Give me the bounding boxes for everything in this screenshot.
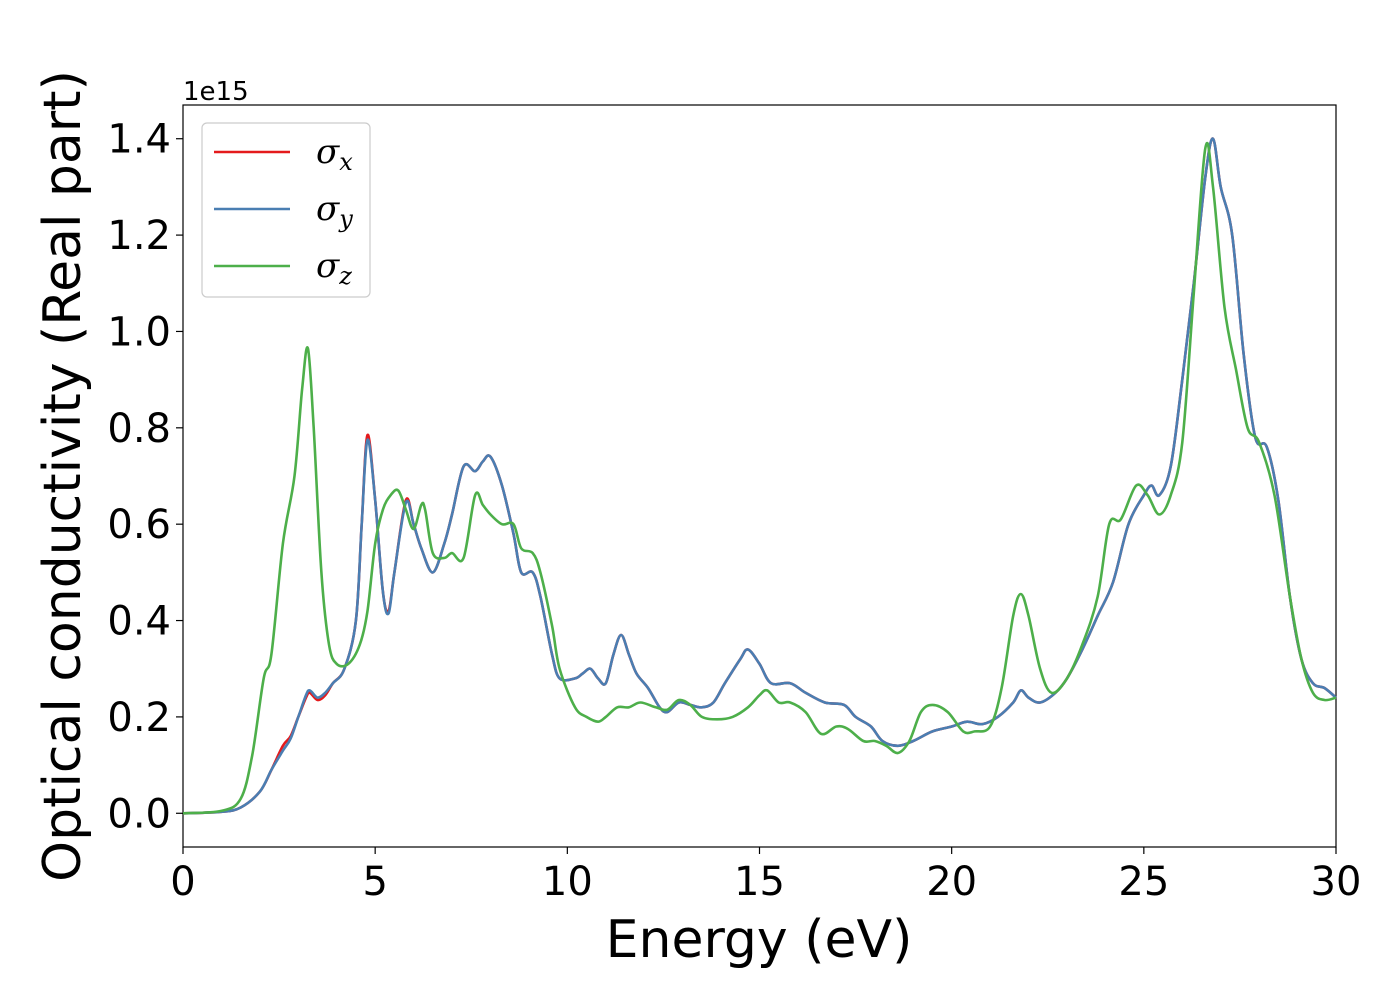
x-ticks: 0 5 10 15 20 25 30 — [170, 847, 1361, 905]
x-tick-label: 10 — [542, 859, 593, 905]
y-tick-label: 1.4 — [107, 117, 171, 163]
x-tick-label: 20 — [926, 859, 977, 905]
y-ticks: 0.0 0.2 0.4 0.6 0.8 1.0 1.2 1.4 — [107, 117, 183, 837]
y-tick-label: 1.2 — [107, 213, 171, 259]
y-tick-label: 0.8 — [107, 406, 171, 452]
legend-label-z: σz — [316, 246, 352, 290]
x-tick-label: 5 — [362, 859, 387, 905]
legend-label-x: σx — [316, 132, 353, 176]
legend-label-y: σy — [316, 189, 353, 233]
y-tick-label: 1.0 — [107, 309, 171, 355]
y-tick-label: 0.4 — [107, 599, 171, 645]
x-tick-label: 15 — [734, 859, 785, 905]
y-tick-label: 0.2 — [107, 695, 171, 741]
series-lines — [182, 137, 1337, 815]
y-axis-label: Optical conductivity (Real part) — [33, 70, 93, 882]
x-tick-label: 25 — [1118, 859, 1169, 905]
series-line-z — [182, 141, 1337, 815]
y-tick-label: 0.0 — [107, 791, 171, 837]
y-tick-label: 0.6 — [107, 502, 171, 548]
legend: σx σy σz — [201, 122, 371, 298]
y-offset-label: 1e15 — [183, 77, 249, 107]
x-tick-label: 30 — [1311, 859, 1362, 905]
x-axis-label: Energy (eV) — [606, 910, 913, 970]
x-tick-label: 0 — [170, 859, 195, 905]
plot-area — [182, 104, 1337, 848]
